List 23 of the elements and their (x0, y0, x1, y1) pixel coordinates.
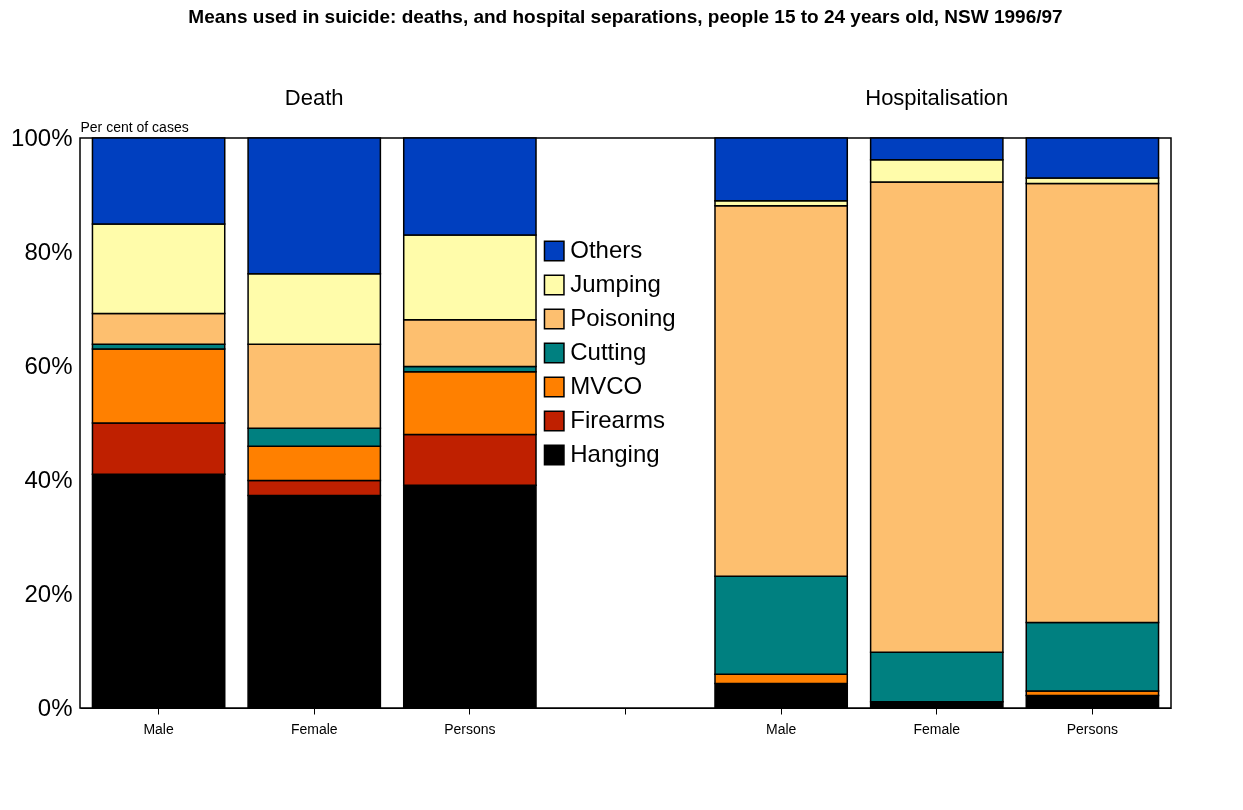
legend-label: Jumping (570, 269, 661, 297)
y-tick-label: 60% (24, 351, 73, 379)
y-tick-label: 80% (24, 237, 73, 265)
y-tick-label: 100% (11, 123, 73, 151)
y-tick-label: 20% (24, 579, 73, 607)
chart-title: Means used in suicide: deaths, and hospital separations, people 15 to 24 years old, NSW 1996/97 (188, 6, 1063, 27)
x-tick-label: Male (765, 720, 797, 737)
y-tick-label: 0% (37, 693, 73, 721)
legend-label: Firearms (570, 405, 665, 433)
legend-label: Cutting (570, 337, 647, 365)
legend-label: MVCO (570, 371, 643, 399)
x-tick-label: Female (290, 720, 338, 737)
y-tick-label: 40% (24, 465, 73, 493)
legend-label: Others (570, 235, 643, 263)
y-axis-title: Per cent of cases (80, 118, 189, 135)
x-tick-label: Female (913, 720, 961, 737)
text: Hospitalisation (865, 85, 1009, 110)
legend-label: Hanging (570, 439, 660, 467)
x-tick-label: Persons (444, 720, 496, 737)
x-tick-label: Persons (1066, 720, 1119, 737)
text: Death (284, 85, 344, 110)
legend-label: Poisoning (570, 303, 676, 331)
x-tick-label: Male (143, 720, 174, 737)
